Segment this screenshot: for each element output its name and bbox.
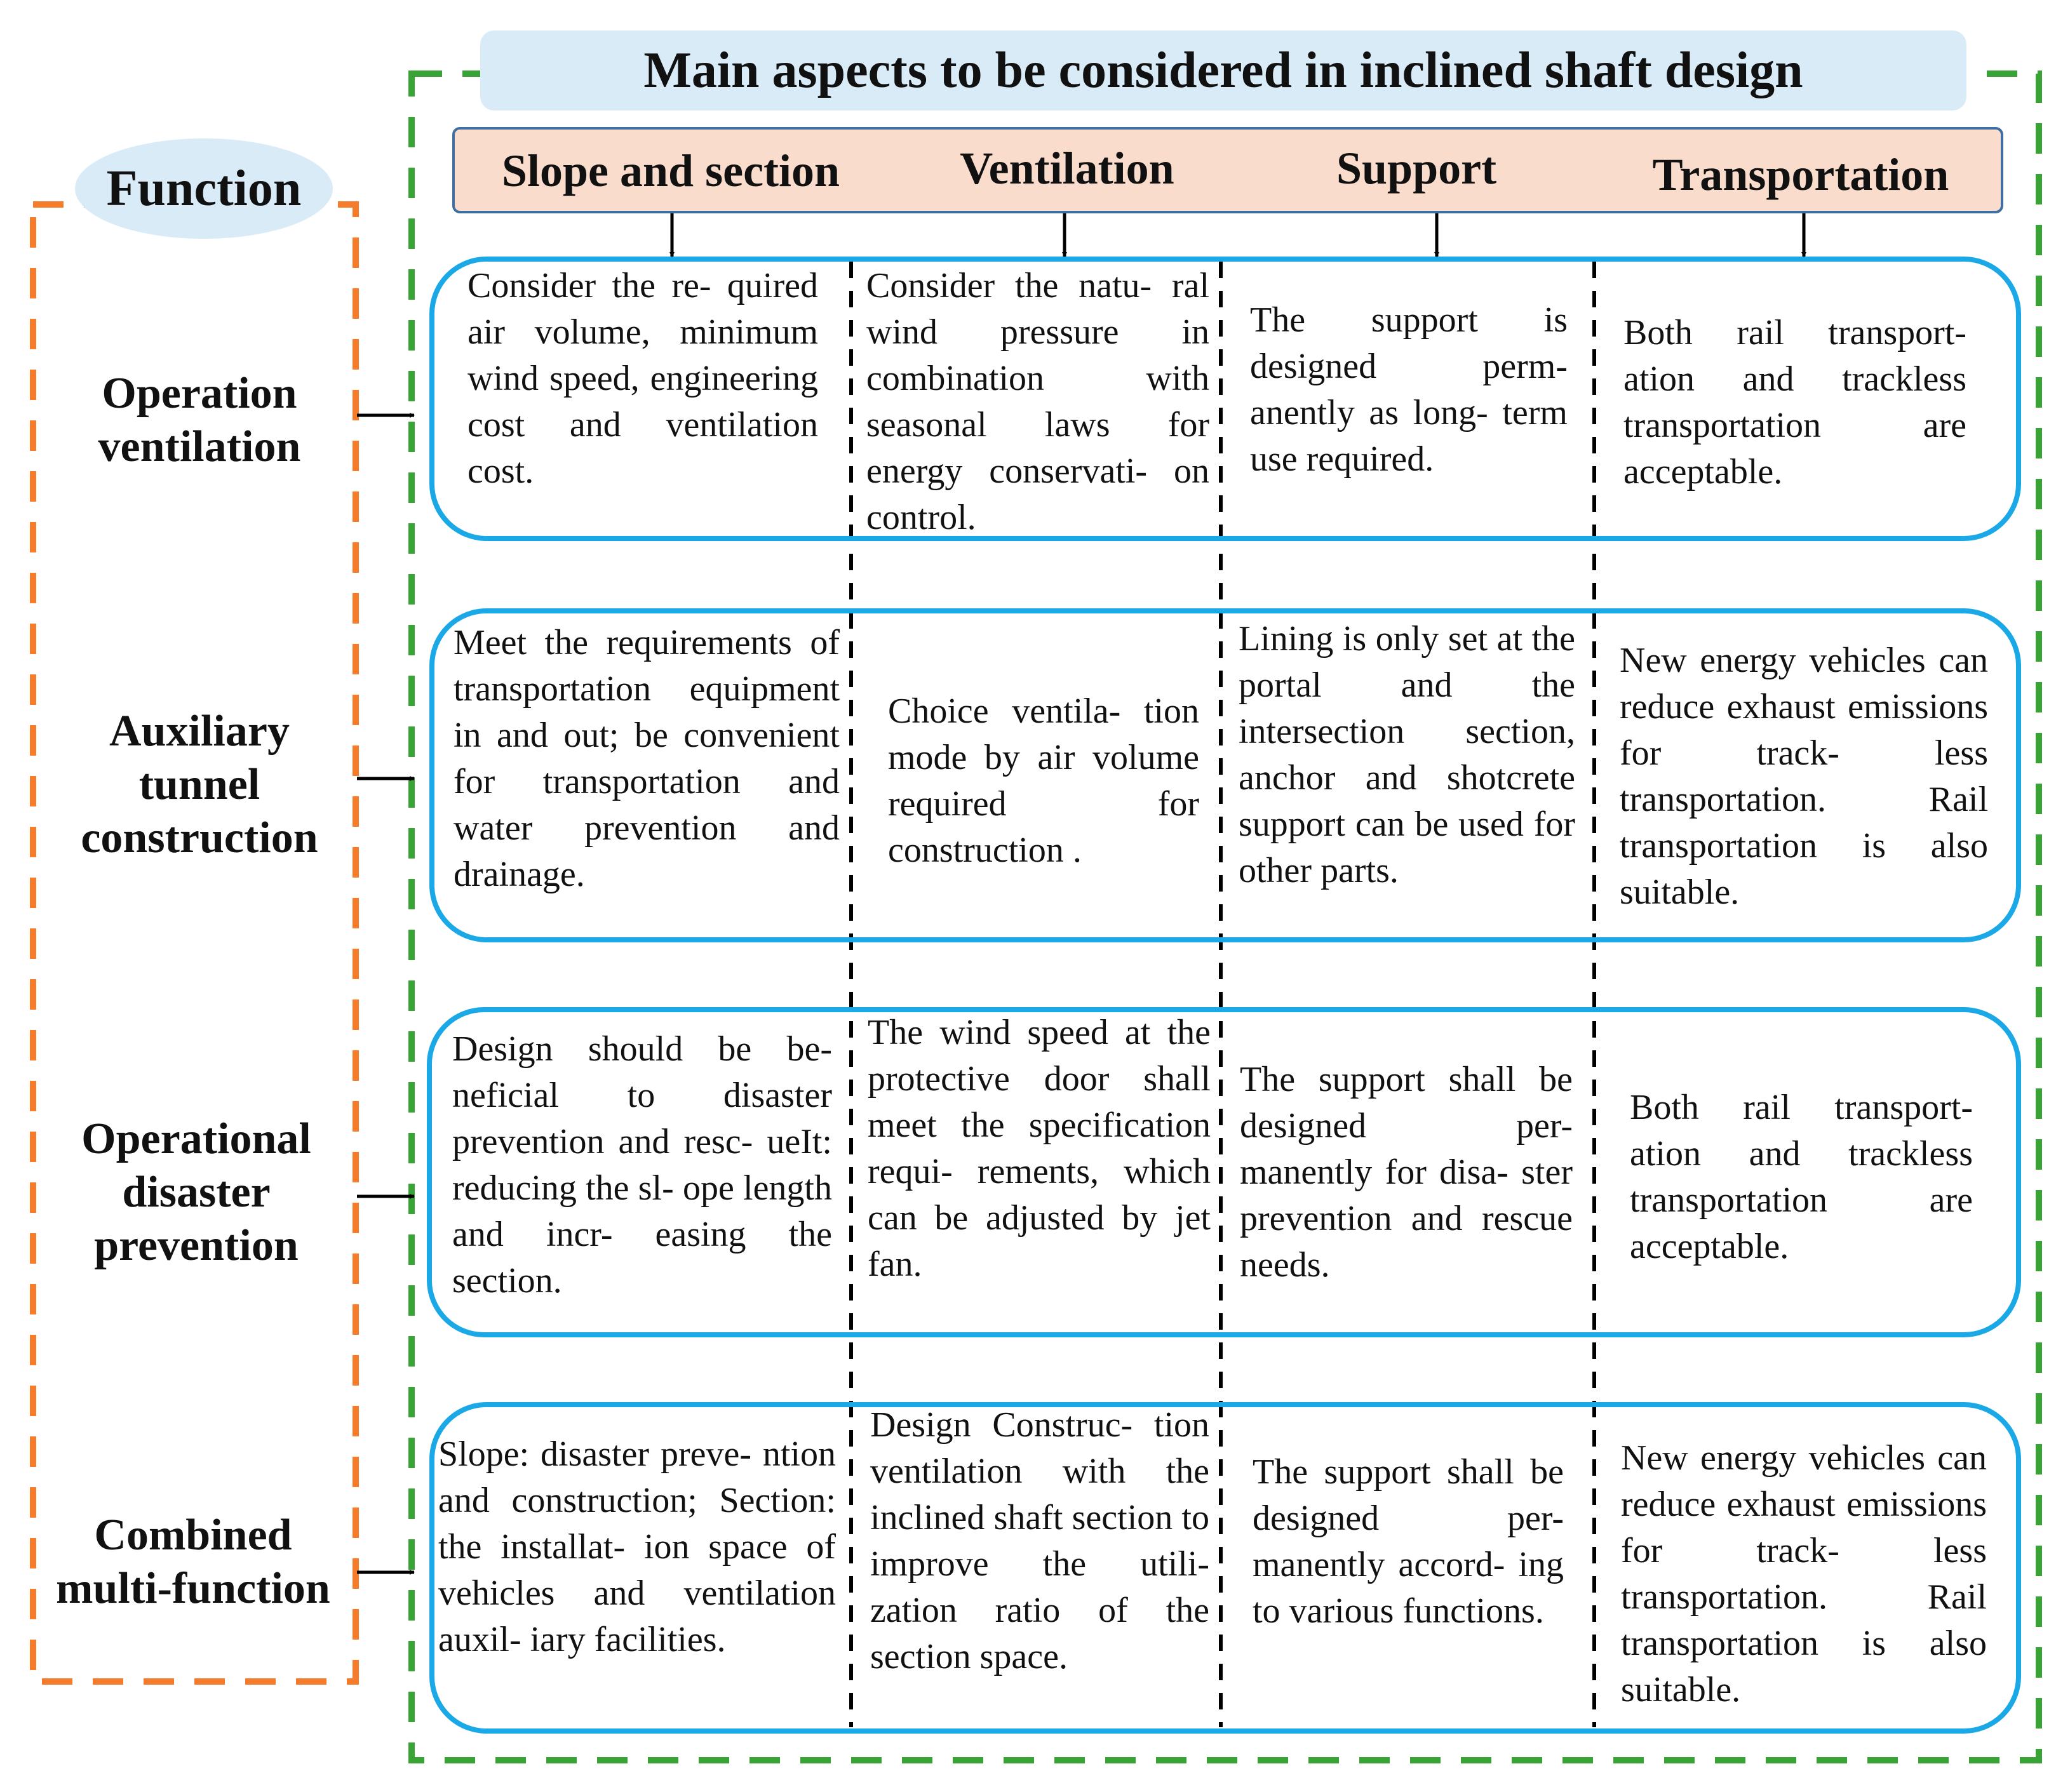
- cell-row1-transportation: Both rail transport- ation and trackless…: [1623, 313, 1966, 491]
- header-slope-and-section: Slope and section: [501, 145, 840, 196]
- row-box-2: [429, 608, 2021, 942]
- cell-row4-transportation: New energy vehicles can reduce exhaust e…: [1621, 1438, 1987, 1709]
- header-transportation: Transportation: [1652, 149, 1949, 200]
- header-bar: [452, 127, 2003, 213]
- cell-row2-ventilation: Choice ventila- tion mode by air volume …: [888, 692, 1199, 870]
- cell-row2-support: Lining is only set at the portal and the…: [1239, 619, 1575, 890]
- cell-row4-slope: Slope: disaster preve- ntion and constru…: [438, 1434, 836, 1659]
- header-support: Support: [1336, 143, 1497, 194]
- cell-row1-ventilation: Consider the natu- ral wind pressure in …: [866, 266, 1209, 537]
- row-box-1: [429, 257, 2021, 541]
- row-box-4: [429, 1402, 2021, 1734]
- function-label-operational-disaster-prevention: Operational disaster prevention: [81, 1114, 311, 1270]
- cell-row1-support: The support is designed perm- anently as…: [1250, 300, 1568, 479]
- cell-row3-ventilation: The wind speed at the protective door sh…: [868, 1013, 1211, 1284]
- cell-row1-slope: Consider the re- quired air volume, mini…: [467, 266, 818, 491]
- diagram-title: Main aspects to be considered in incline…: [480, 30, 1966, 110]
- cell-row3-slope: Design should be be- neficial to disaste…: [452, 1029, 832, 1301]
- function-label-auxiliary-tunnel-construction: Auxiliary tunnel construction: [81, 707, 318, 862]
- cell-row2-slope: Meet the requirements of transportation …: [454, 623, 840, 894]
- function-label-operation-ventilation: Operation ventilation: [98, 369, 301, 471]
- cell-row2-transportation: New energy vehicles can reduce exhaust e…: [1620, 641, 1988, 912]
- cell-row4-support: The support shall be designed per- manen…: [1253, 1452, 1564, 1631]
- header-ventilation: Ventilation: [960, 143, 1174, 194]
- row-box-3: [427, 1007, 2021, 1337]
- cell-row3-transportation: Both rail transport- ation and trackless…: [1630, 1088, 1973, 1266]
- cell-row3-support: The support shall be designed per- manen…: [1240, 1060, 1573, 1285]
- function-heading: Function: [75, 138, 333, 239]
- cell-row4-ventilation: Design Construc- tion ventilation with t…: [870, 1405, 1209, 1676]
- function-label-combined-multi-function: Combined multi-function: [56, 1511, 330, 1613]
